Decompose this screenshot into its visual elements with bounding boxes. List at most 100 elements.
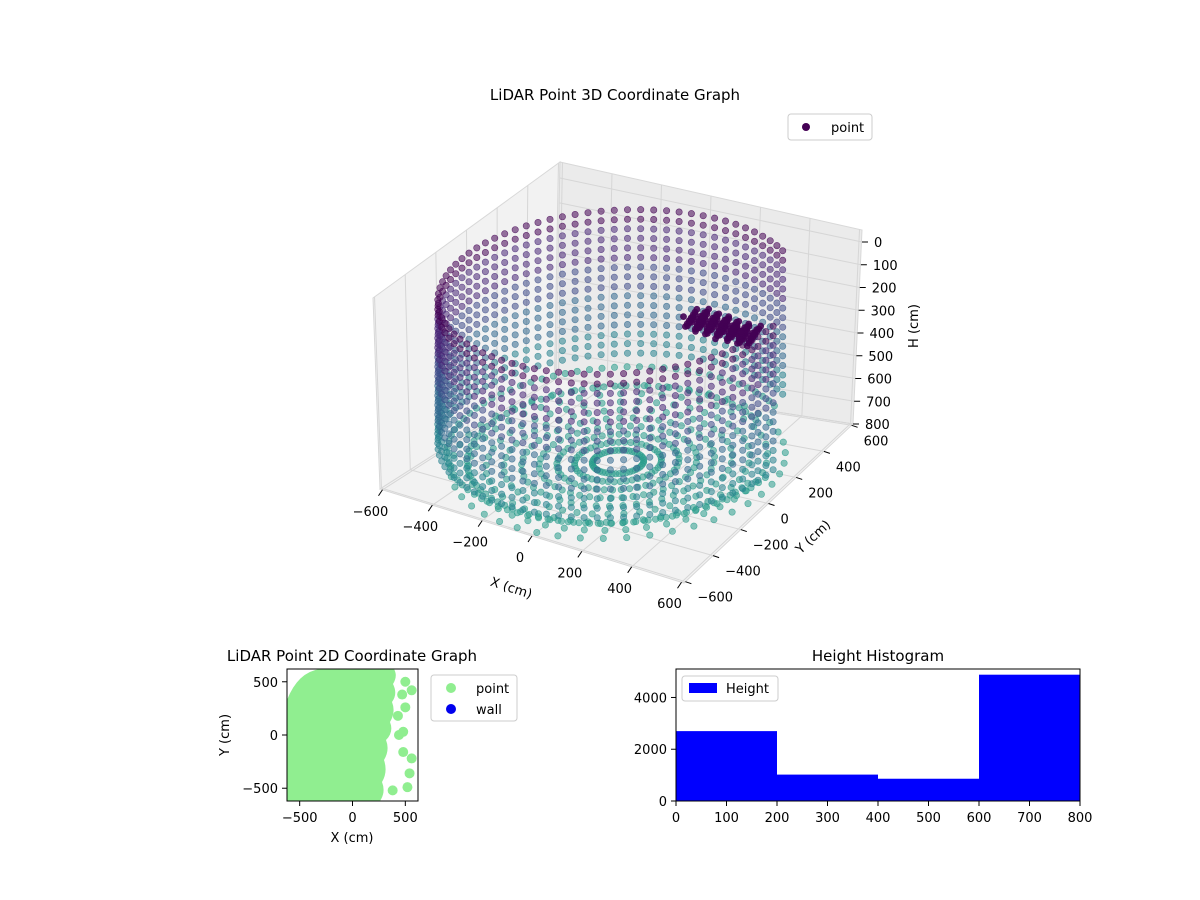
cloud-point [558, 280, 566, 288]
cloud-point [663, 264, 671, 272]
cloud-point [620, 389, 628, 397]
cloud-point [682, 515, 690, 523]
point-cluster-2d [287, 669, 396, 801]
cloud-point [508, 388, 516, 396]
cloud-point [558, 308, 566, 316]
grid-x-floor [681, 423, 851, 583]
cloud-point [491, 282, 499, 290]
cloud-point [779, 266, 787, 274]
cloud-point [687, 219, 695, 227]
cloud-point [468, 502, 476, 510]
cloud-point [498, 385, 506, 393]
cloud-point [584, 256, 592, 264]
cloud-point [671, 458, 679, 466]
cloud-point [584, 314, 592, 322]
cloud-point [721, 236, 729, 244]
cloud-point [584, 304, 592, 312]
cloud-point [696, 472, 704, 480]
cloud-point [501, 278, 509, 286]
cloud-point [623, 254, 631, 262]
cloud-point [622, 526, 630, 534]
cloud-point [663, 520, 671, 528]
cloud-point [620, 503, 628, 511]
y-tick-3d [851, 424, 858, 428]
cloud-point [597, 351, 605, 359]
cloud-point [626, 485, 634, 493]
cloud-point [441, 329, 449, 337]
cloud-point [741, 234, 749, 242]
y-tick-label-2d: 500 [253, 676, 278, 691]
histogram-bar [878, 778, 979, 801]
cloud-point [530, 365, 538, 373]
cloud-point [519, 506, 527, 514]
cloud-point [766, 246, 774, 254]
cloud-point [534, 343, 542, 351]
cloud-point [555, 368, 563, 376]
scatter-area-2d [287, 669, 417, 801]
cloud-point [488, 362, 496, 370]
cloud-point [479, 349, 487, 357]
x-tick-label-histogram: 0 [672, 811, 680, 826]
x-tick-3d [527, 535, 533, 543]
cloud-point [780, 459, 788, 467]
cloud-point [450, 397, 458, 405]
cloud-point [626, 422, 634, 430]
cloud-point [470, 383, 478, 391]
cloud-point [675, 256, 683, 264]
cloud-point [458, 264, 466, 272]
cloud-point [750, 314, 758, 322]
cloud-point [558, 222, 566, 230]
cloud-point [748, 375, 756, 383]
cloud-point [711, 291, 719, 299]
x-axis-label-2d: X (cm) [331, 831, 374, 846]
cloud-point [580, 418, 588, 426]
chart-title-3d: LiDAR Point 3D Coordinate Graph [490, 86, 740, 104]
cloud-point [623, 206, 631, 214]
cloud-point [481, 258, 489, 266]
cloud-point [597, 226, 605, 234]
x-tick-label-2d: 500 [393, 811, 418, 826]
cloud-point [511, 254, 519, 262]
cloud-point [555, 406, 563, 414]
y-tick-3d [823, 450, 831, 454]
cloud-point [571, 306, 579, 314]
cloud-point [620, 513, 628, 521]
legend-box-3d [787, 113, 873, 141]
cloud-point [769, 456, 777, 464]
cloud-point [646, 396, 654, 404]
cloud-point [637, 215, 645, 223]
cloud-point [558, 347, 566, 355]
cloud-point [488, 429, 496, 437]
cloud-point [729, 489, 737, 497]
cloud-point [530, 393, 538, 401]
cloud-point [456, 478, 464, 486]
cloud-point [498, 423, 506, 431]
cloud-point [571, 354, 579, 362]
cloud-point [606, 389, 614, 397]
cloud-point [571, 230, 579, 238]
cloud-point [479, 463, 487, 471]
cloud-point [456, 392, 464, 400]
cloud-point [750, 285, 758, 293]
cloud-point [650, 302, 658, 310]
cloud-point [633, 455, 641, 463]
cloud-point [741, 224, 749, 232]
y-tick-3d [768, 503, 775, 506]
grid-y-left [374, 296, 382, 489]
cloud-point [620, 465, 628, 473]
cloud-point [684, 398, 692, 406]
cloud-point [458, 255, 466, 263]
cloud-point [610, 245, 618, 253]
y-tick-3d [740, 529, 747, 533]
cloud-point [542, 510, 550, 518]
cloud-point [779, 275, 787, 283]
cloud-point [671, 506, 679, 514]
cloud-point [646, 453, 654, 461]
cloud-point [473, 263, 481, 271]
cloud-point [546, 359, 554, 367]
cloud-point [470, 430, 478, 438]
cloud-point [530, 384, 538, 392]
cloud-point [779, 304, 787, 312]
cloud-point [707, 401, 715, 409]
cloud-point [663, 245, 671, 253]
